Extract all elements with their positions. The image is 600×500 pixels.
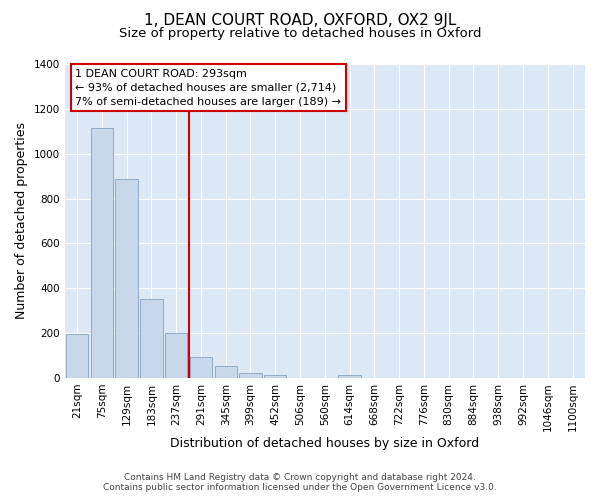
- Bar: [165, 333, 187, 378]
- Bar: [140, 300, 163, 378]
- Bar: [66, 334, 88, 378]
- Text: 1 DEAN COURT ROAD: 293sqm
← 93% of detached houses are smaller (2,714)
7% of sem: 1 DEAN COURT ROAD: 293sqm ← 93% of detac…: [75, 68, 341, 106]
- Bar: [215, 366, 237, 378]
- Text: 1, DEAN COURT ROAD, OXFORD, OX2 9JL: 1, DEAN COURT ROAD, OXFORD, OX2 9JL: [144, 12, 456, 28]
- Bar: [190, 356, 212, 378]
- Bar: [91, 128, 113, 378]
- Text: Size of property relative to detached houses in Oxford: Size of property relative to detached ho…: [119, 28, 481, 40]
- Bar: [264, 374, 286, 378]
- Bar: [338, 376, 361, 378]
- Bar: [115, 180, 138, 378]
- Y-axis label: Number of detached properties: Number of detached properties: [15, 122, 28, 320]
- Bar: [239, 374, 262, 378]
- Text: Contains HM Land Registry data © Crown copyright and database right 2024.
Contai: Contains HM Land Registry data © Crown c…: [103, 473, 497, 492]
- X-axis label: Distribution of detached houses by size in Oxford: Distribution of detached houses by size …: [170, 437, 479, 450]
